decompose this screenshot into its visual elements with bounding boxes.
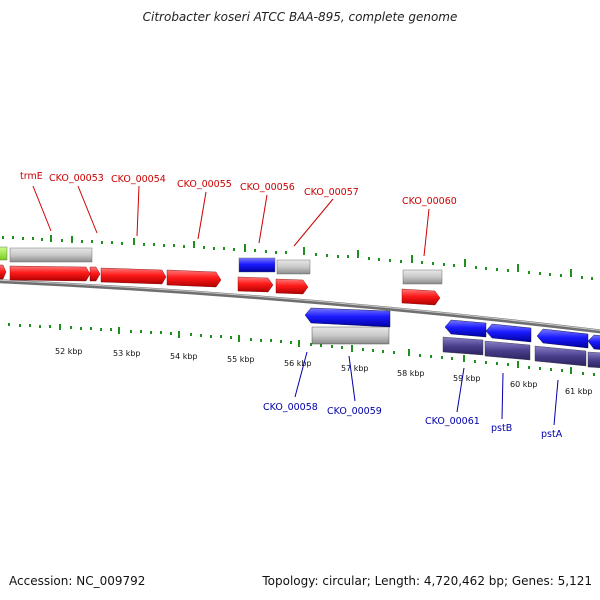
reverse-leader-lines [294,351,559,426]
accession-text: Accession: NC_009792 [9,574,146,588]
cds-arrow-forward[interactable] [0,264,7,280]
ruler-label: 55 kbp [227,355,255,364]
gene-label[interactable]: CKO_00059 [327,406,382,417]
feature-gene-gray[interactable] [311,326,390,345]
feature-gene-gray[interactable] [276,259,311,275]
gene-label[interactable]: CKO_00056 [240,182,295,193]
ruler-label: 56 kbp [284,359,312,368]
forward-cds [0,264,441,306]
feature-gene-blue[interactable] [238,257,276,273]
gene-label[interactable]: CKO_00057 [304,187,359,198]
cds-arrow-forward[interactable] [9,265,91,282]
reverse-cds [304,307,600,350]
feature-gene-dark[interactable] [587,351,600,368]
gene-label[interactable]: pstA [541,429,563,440]
gene-label[interactable]: CKO_00054 [111,174,166,185]
gene-label[interactable]: CKO_00053 [49,173,104,184]
gene-label[interactable]: CKO_00060 [402,196,457,207]
reverse-outer-features [311,326,600,368]
cds-arrow-forward[interactable] [166,269,222,288]
genome-backbone [0,279,600,334]
ruler-label: 52 kbp [55,347,83,356]
ruler-label: 58 kbp [397,369,425,378]
ruler-label: 53 kbp [113,349,141,358]
feature-gene-yellowgreen[interactable] [0,246,8,261]
feature-gene-gray[interactable] [9,247,93,263]
cds-arrow-reverse[interactable] [485,323,532,343]
feature-gene-dark[interactable] [442,336,484,356]
ruler-label: 60 kbp [510,380,538,389]
ruler-label: 54 kbp [170,352,198,361]
forward-labels: trmE CKO_00053 CKO_00054 CKO_00055 CKO_0… [20,171,457,207]
feature-gene-gray[interactable] [402,269,443,285]
map-title: Citrobacter koseri ATCC BAA-895, complet… [142,10,458,24]
gene-label[interactable]: pstB [491,423,512,434]
ruler-label: 57 kbp [341,364,369,373]
feature-gene-dark[interactable] [484,340,531,361]
ruler-labels: 52 kbp 53 kbp 54 kbp 55 kbp 56 kbp 57 kb… [55,347,593,396]
cds-arrow-reverse[interactable] [304,307,391,328]
genome-backbone-highlight [0,279,600,331]
cds-arrow-reverse[interactable] [444,319,487,338]
cds-arrow-reverse[interactable] [587,334,600,350]
cds-arrow-forward[interactable] [89,266,101,282]
ruler-label: 59 kbp [453,374,481,383]
gene-label[interactable]: CKO_00058 [263,402,318,413]
gene-label[interactable]: CKO_00061 [425,416,480,427]
gene-label[interactable]: trmE [20,171,43,182]
cds-arrow-reverse[interactable] [536,328,589,349]
upper-tick-ring [2,235,593,280]
cds-arrow-forward[interactable] [100,267,167,285]
cds-arrow-forward[interactable] [237,276,274,293]
forward-outer-features [0,246,443,285]
gene-label[interactable]: CKO_00055 [177,179,232,190]
lower-tick-ring [8,323,595,376]
forward-leader-lines [32,185,430,257]
feature-gene-dark[interactable] [534,345,587,367]
topology-text: Topology: circular; Length: 4,720,462 bp… [262,574,592,588]
cds-arrow-forward[interactable] [275,278,309,295]
cds-arrow-forward[interactable] [401,288,441,306]
ruler-label: 61 kbp [565,387,593,396]
reverse-labels: CKO_00058 CKO_00059 CKO_00061 pstB pstA [263,402,563,440]
